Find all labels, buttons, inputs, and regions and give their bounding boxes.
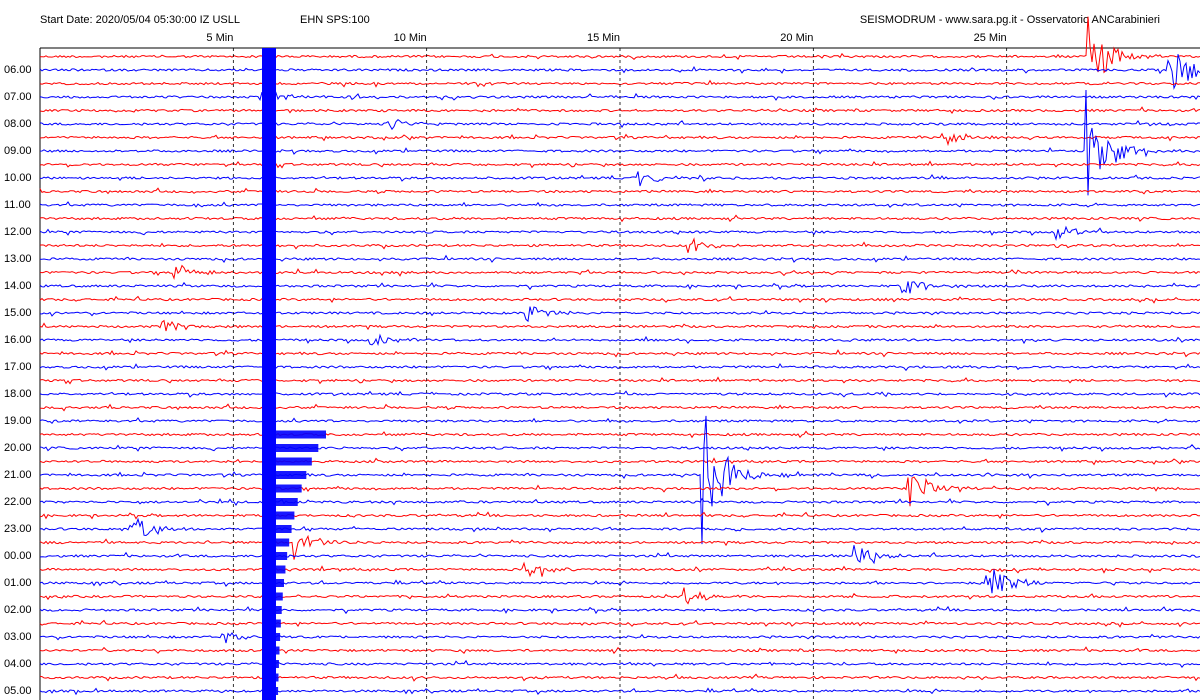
quake-coda [276,673,279,682]
row-label: 11.00 [4,199,31,211]
seismic-trace [39,390,1200,398]
x-tick-label: 5 Min [206,32,233,44]
quake-coda [276,660,279,668]
seismic-trace [39,497,1200,507]
quake-coda [276,430,326,439]
quake-coda [276,511,295,520]
row-label: 09.00 [4,145,32,157]
x-tick-label: 25 Min [974,32,1007,44]
row-label: 07.00 [4,91,32,103]
seismic-trace [40,171,1200,187]
row-label: 13.00 [4,253,32,265]
row-label: 08.00 [4,118,32,130]
x-tick-label: 10 Min [394,32,427,44]
start-date: Start Date: 2020/05/04 05:30:00 IZ USLL [40,14,240,26]
seismic-trace [39,659,1200,669]
row-label: 20.00 [4,442,32,454]
row-label: 03.00 [4,631,32,643]
seismic-trace [39,119,1200,131]
quake-coda [276,579,284,587]
x-tick-label: 15 Min [587,32,620,44]
seismic-trace [39,457,1200,466]
quake-coda [276,498,298,506]
quake-coda [276,619,281,628]
row-label: 04.00 [4,658,32,670]
seismic-trace [39,237,1200,253]
row-label: 06.00 [4,64,32,76]
quake-coda [276,592,283,601]
quake-coda [276,471,307,479]
x-tick-label: 20 Min [780,32,813,44]
quake-band [262,48,276,700]
seismic-trace [39,545,1200,565]
quake-coda [276,525,292,533]
quake-coda [276,484,302,493]
quake-coda [276,565,286,574]
seismic-trace [39,444,1200,452]
quake-coda [276,687,279,695]
seismic-trace [39,54,1200,90]
quake-coda [276,457,312,466]
seismic-trace [39,333,1200,347]
quake-coda [276,646,280,655]
row-label: 21.00 [4,469,32,481]
channel: EHN SPS:100 [300,14,370,26]
quake-coda [276,606,282,614]
row-label: 10.00 [4,172,32,184]
chart-title: SEISMODRUM - www.sara.pg.it - Osservator… [860,14,1160,26]
quake-coda [276,633,281,641]
seismic-trace [39,187,1200,195]
seismic-trace [39,132,1200,147]
row-label: 23.00 [4,523,32,535]
row-label: 17.00 [4,361,32,373]
row-label: 02.00 [4,604,32,616]
seismic-trace [39,511,1200,520]
row-label: 12.00 [4,226,32,238]
row-label: 14.00 [4,280,32,292]
row-label: 00.00 [4,550,32,562]
row-label: 15.00 [4,307,32,319]
row-label: 05.00 [4,685,32,697]
row-label: 18.00 [4,388,32,400]
seismic-trace [39,225,1200,242]
seismic-trace [39,281,1200,294]
row-label: 16.00 [4,334,32,346]
row-label: 19.00 [4,415,32,427]
row-label: 22.00 [4,496,32,508]
quake-coda [276,444,319,452]
quake-coda [276,552,288,560]
seismic-trace [39,619,1200,628]
seismic-trace [39,349,1200,358]
row-label: 01.00 [4,577,32,589]
quake-coda [276,538,290,547]
